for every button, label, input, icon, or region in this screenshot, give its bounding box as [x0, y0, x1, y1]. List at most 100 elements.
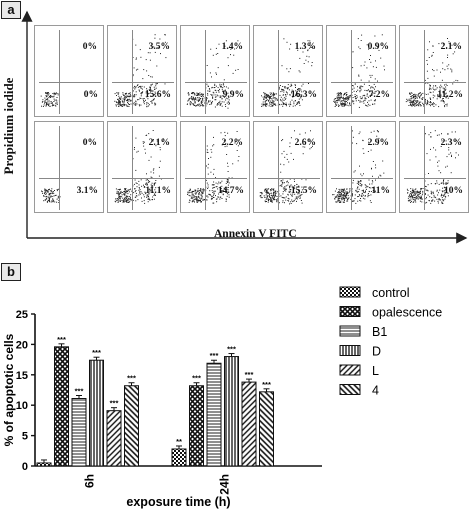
- flow-scatter-dots: [114, 130, 164, 204]
- lower-right-percent: 9.9%: [222, 90, 244, 100]
- panel-b-label: b: [1, 263, 21, 281]
- quadrant-horizontal-gate: [404, 178, 466, 179]
- bar: [89, 359, 104, 467]
- quadrant-horizontal-gate: [112, 82, 174, 83]
- flow-scatter-dots: [186, 40, 239, 109]
- x-axis-label: exposure time (h): [126, 495, 230, 509]
- legend-label: L: [372, 364, 379, 378]
- quadrant-vertical-gate: [424, 30, 425, 114]
- quadrant-horizontal-gate: [39, 178, 101, 179]
- flow-plot: 3.5% 15.6%: [107, 25, 177, 117]
- lower-right-percent: 15.6%: [144, 90, 171, 100]
- upper-right-percent: 2.6%: [294, 138, 316, 148]
- lower-right-percent: 0%: [83, 90, 98, 100]
- x-category-label: 6h: [83, 474, 97, 488]
- flow-plot: 2.9% 11%: [326, 121, 396, 213]
- significance-label: ***: [92, 348, 101, 357]
- x-category-label: 24h: [218, 474, 232, 495]
- quadrant-vertical-gate: [132, 30, 133, 114]
- significance-label: ***: [110, 399, 119, 408]
- quadrant-vertical-gate: [424, 126, 425, 210]
- flow-plot: 2.6% 15.5%: [253, 121, 323, 213]
- y-tick-label: 10: [16, 400, 28, 412]
- flow-scatter-dots: [405, 38, 459, 108]
- upper-right-percent: 0.9%: [367, 42, 389, 52]
- bar: [171, 448, 187, 467]
- legend-label: control: [372, 286, 410, 300]
- flow-plot: 1.3% 16.3%: [253, 25, 323, 117]
- lower-right-percent: 11.1%: [145, 186, 171, 196]
- flow-plot: 1.4% 9.9%: [180, 25, 250, 117]
- upper-right-percent: 1.3%: [294, 42, 316, 52]
- bar: [71, 398, 87, 467]
- panel-a-x-axis-label: Annexin V FITC: [214, 228, 297, 240]
- flow-scatter-dots: [261, 38, 313, 107]
- lower-right-percent: 14.7%: [217, 186, 244, 196]
- quadrant-horizontal-gate: [112, 178, 174, 179]
- flow-scatter-dots: [40, 92, 60, 107]
- legend-label: D: [372, 345, 381, 359]
- legend-label: B1: [372, 325, 387, 339]
- significance-label: ***: [75, 387, 84, 396]
- flow-scatter-dots: [332, 130, 385, 204]
- quadrant-vertical-gate: [351, 30, 352, 114]
- lower-right-percent: 11.2%: [437, 90, 463, 100]
- significance-label: ***: [192, 374, 201, 383]
- flow-plot: 2.1% 11.2%: [399, 25, 469, 117]
- flow-scatter-dots: [259, 130, 313, 205]
- significance-label: ***: [227, 345, 236, 354]
- quadrant-horizontal-gate: [404, 82, 466, 83]
- legend-swatch: [339, 345, 361, 356]
- legend-swatch: [339, 384, 361, 395]
- significance-label: ***: [262, 380, 271, 389]
- quadrant-vertical-gate: [205, 126, 206, 210]
- significance-label: **: [176, 437, 182, 446]
- quadrant-vertical-gate: [59, 30, 60, 114]
- quadrant-vertical-gate: [132, 126, 133, 210]
- bar: [206, 362, 222, 467]
- quadrant-horizontal-gate: [258, 82, 320, 83]
- lower-right-percent: 11%: [371, 186, 390, 196]
- upper-right-percent: 0%: [82, 138, 97, 148]
- quadrant-horizontal-gate: [39, 82, 101, 83]
- upper-right-percent: 0%: [82, 42, 97, 52]
- quadrant-horizontal-gate: [331, 178, 393, 179]
- y-axis-label: % of apoptotic cells: [2, 333, 16, 446]
- upper-right-percent: 3.5%: [148, 42, 170, 52]
- legend-swatch: [339, 306, 361, 317]
- lower-right-percent: 16.3%: [290, 90, 317, 100]
- flow-plot: 0% 3.1%: [34, 121, 104, 213]
- quadrant-horizontal-gate: [185, 178, 247, 179]
- significance-label: ***: [210, 351, 219, 360]
- flow-plot: 2.1% 11.1%: [107, 121, 177, 213]
- quadrant-horizontal-gate: [185, 82, 247, 83]
- bar: [36, 462, 52, 467]
- y-tick-label: 0: [22, 461, 28, 473]
- upper-right-percent: 2.1%: [440, 42, 462, 52]
- flow-plot: 0.9% 7.2%: [326, 25, 396, 117]
- upper-right-percent: 1.4%: [221, 42, 243, 52]
- bar: [124, 385, 139, 467]
- quadrant-vertical-gate: [351, 126, 352, 210]
- bar: [106, 410, 122, 467]
- quadrant-vertical-gate: [59, 126, 60, 210]
- legend-label: 4: [372, 384, 379, 398]
- y-tick-label: 20: [16, 339, 28, 351]
- lower-right-percent: 3.1%: [76, 186, 98, 196]
- quadrant-horizontal-gate: [331, 82, 393, 83]
- upper-right-percent: 2.2%: [221, 138, 243, 148]
- panel-a-axes: [21, 10, 468, 244]
- legend-swatch: [339, 286, 361, 298]
- flow-scatter-dots: [114, 34, 167, 108]
- flow-scatter-dots: [187, 131, 240, 204]
- flow-plot: 2.2% 14.7%: [180, 121, 250, 213]
- legend-swatch: [339, 325, 361, 337]
- upper-right-percent: 2.1%: [148, 138, 170, 148]
- flow-scatter-dots: [406, 130, 459, 204]
- flow-plot: 2.3% 10%: [399, 121, 469, 213]
- flow-scatter-dots: [41, 188, 61, 203]
- quadrant-vertical-gate: [205, 30, 206, 114]
- significance-label: ***: [127, 374, 136, 383]
- bar: [54, 346, 69, 467]
